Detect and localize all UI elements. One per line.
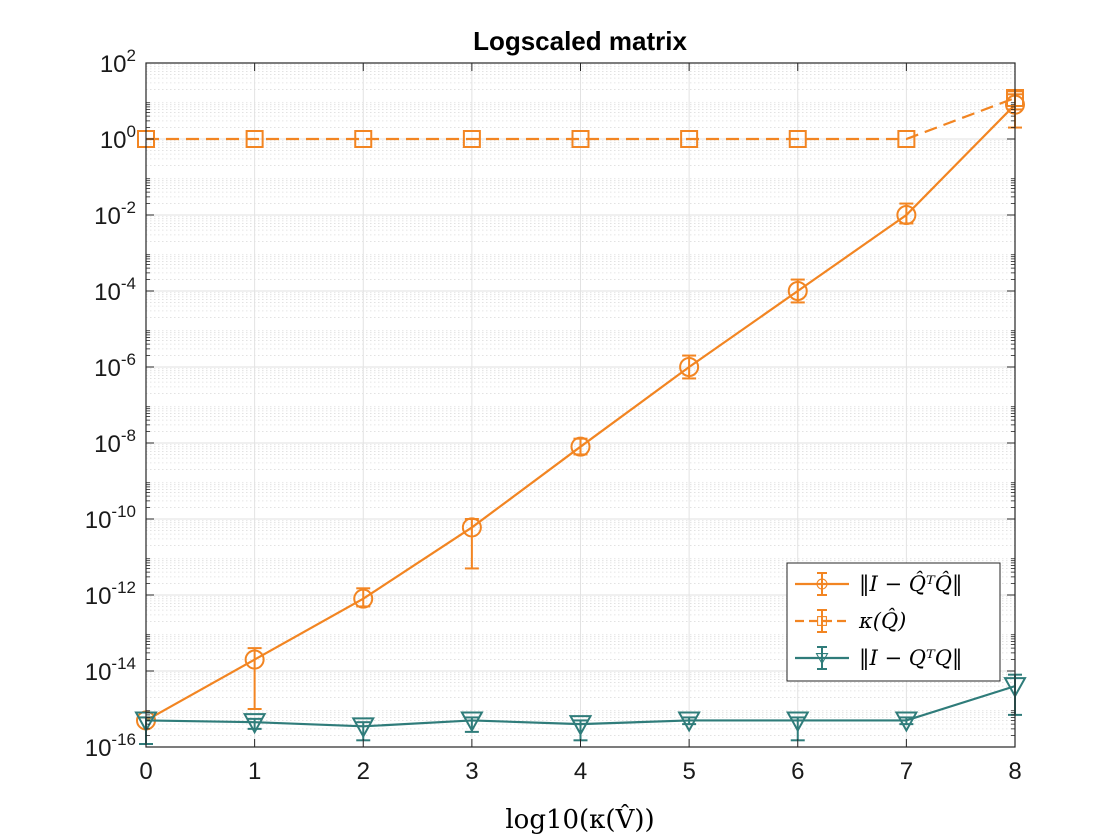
y-tick-label: 10-4 — [94, 274, 136, 306]
y-tick-label: 10-10 — [85, 502, 136, 534]
x-tick-label: 0 — [139, 758, 152, 785]
data-point — [353, 588, 374, 609]
y-tick-label: 10-12 — [85, 578, 136, 610]
axes: 0 1 2 3 4 5 6 7 8 10-16 10-14 10-12 10-10 10-8 10-6 10-… — [85, 46, 1022, 785]
x-tick-label: 4 — [574, 758, 587, 785]
data-point — [571, 130, 590, 148]
y-tick-label: 10-8 — [94, 426, 136, 458]
data-point — [242, 713, 267, 735]
legend-item-2: κ(Q̂) — [795, 609, 906, 633]
data-point — [894, 711, 919, 733]
legend-marker — [817, 616, 827, 626]
x-tick-label: 6 — [791, 758, 804, 785]
data-point — [570, 436, 591, 457]
data-point — [460, 711, 484, 733]
legend-item-1: ‖I − Q̂ᵀQ̂‖ — [795, 572, 963, 597]
legend-marker — [815, 653, 829, 665]
legend-marker-group — [816, 578, 828, 590]
data-point — [677, 711, 701, 733]
data-point — [680, 130, 699, 148]
legend: ‖I − Q̂ᵀQ̂‖ κ(Q̂) ‖I − QᵀQ‖ — [786, 562, 1001, 682]
data-point — [679, 357, 700, 377]
legend-marker-group — [815, 653, 829, 665]
y-tick-label: 100 — [100, 122, 136, 154]
series-2-line — [146, 96, 1016, 141]
data-point — [462, 130, 481, 148]
data-point — [897, 130, 916, 148]
data-point — [786, 711, 810, 733]
legend-label: ‖I − Q̂ᵀQ̂‖ — [859, 572, 963, 597]
chart-title: Logscaled matrix — [473, 26, 687, 56]
data-point — [461, 517, 482, 538]
data-point — [354, 130, 373, 148]
x-tick-label: 8 — [1008, 758, 1021, 785]
y-tick-label: 10-16 — [85, 730, 136, 762]
data-point — [787, 281, 808, 301]
x-tick-label: 5 — [682, 758, 695, 785]
y-tick-label: 102 — [100, 46, 136, 78]
data-point — [896, 205, 917, 225]
y-tick-label: 10-14 — [85, 654, 136, 686]
y-tick-label: 10-2 — [94, 198, 136, 230]
x-tick-label: 2 — [357, 758, 370, 785]
x-tick-label: 1 — [248, 758, 261, 785]
data-point — [244, 649, 265, 670]
legend-marker-group — [817, 616, 827, 626]
data-point — [788, 130, 807, 148]
data-point — [351, 717, 375, 739]
series-2 — [137, 88, 1024, 148]
grid — [145, 62, 1016, 748]
legend-item-3: ‖I − QᵀQ‖ — [795, 646, 963, 671]
x-tick-label: 3 — [465, 758, 478, 785]
x-axis-label: log10(κ(V̂)) — [505, 804, 654, 835]
data-point — [245, 130, 264, 148]
data-point — [568, 715, 593, 737]
x-tick-label: 7 — [900, 758, 913, 785]
legend-marker — [816, 578, 828, 590]
legend-label: ‖I − QᵀQ‖ — [859, 646, 963, 671]
y-tick-label: 10-6 — [94, 350, 136, 382]
legend-label: κ(Q̂) — [858, 609, 906, 633]
